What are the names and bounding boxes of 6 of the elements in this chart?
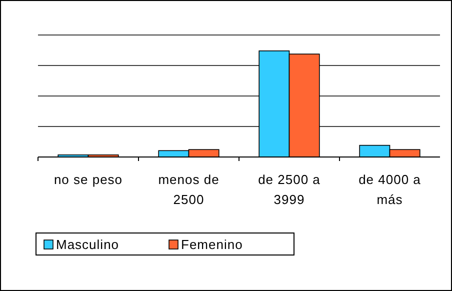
x-tick-label: no se peso	[54, 172, 123, 187]
x-tick-label: de 4000 a más	[358, 172, 422, 207]
x-tick-label: de 2500 a 3999	[258, 172, 321, 207]
x-tick-label: menos de 2500	[158, 172, 220, 207]
legend-label: Masculino	[56, 237, 120, 252]
legend-label: Femenino	[181, 237, 243, 252]
